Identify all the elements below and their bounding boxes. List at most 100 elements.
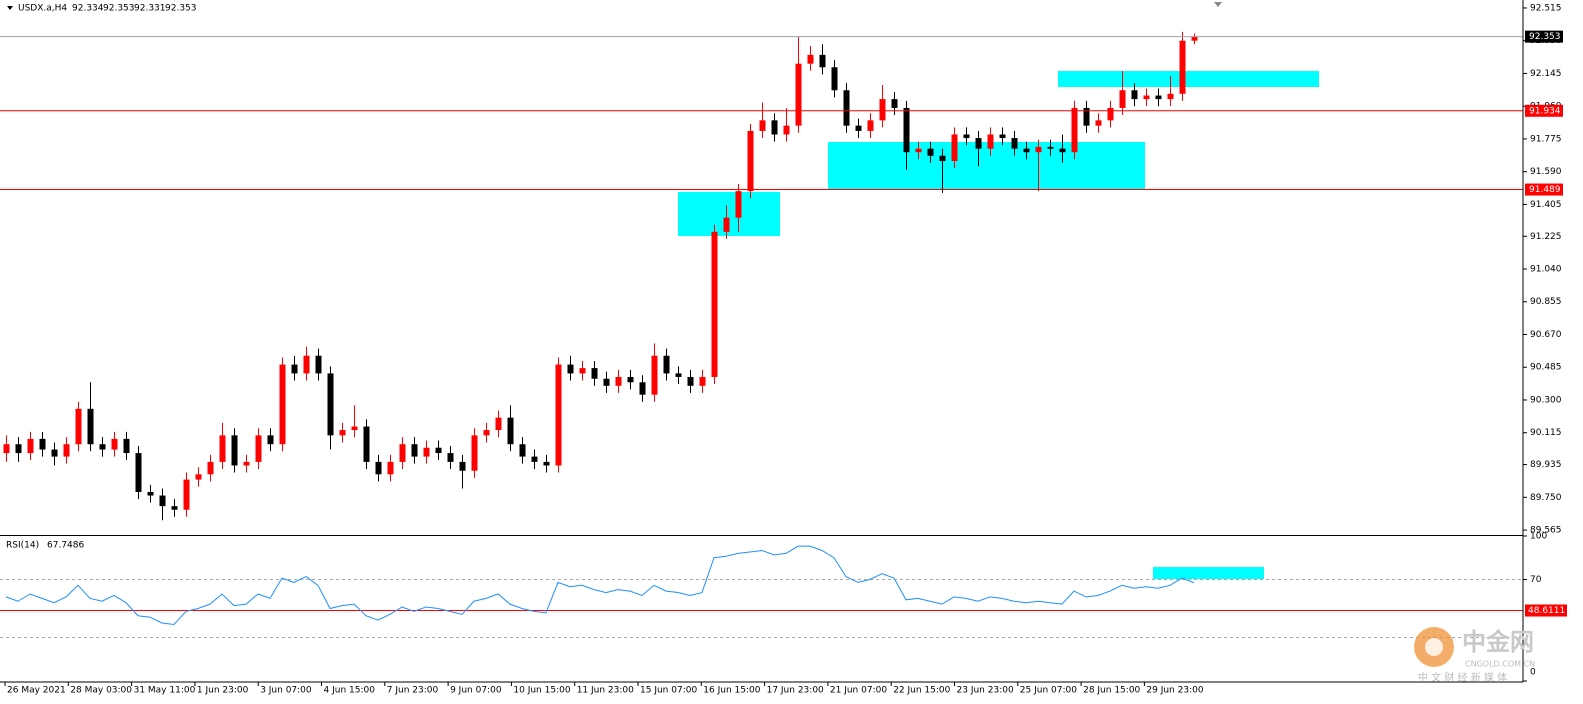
rsi-value: 67.7486 — [47, 541, 84, 551]
level-label: 48.6111 — [1528, 606, 1565, 616]
candle-body — [495, 417, 502, 431]
y-tick-label: 90.300 — [1530, 395, 1562, 405]
candle-body — [831, 67, 838, 91]
candle-body — [1095, 120, 1102, 126]
candle-body — [723, 217, 730, 232]
candle-body — [387, 461, 394, 475]
candle-body — [579, 368, 586, 374]
y-tick-label: 92.515 — [1530, 3, 1562, 13]
header-value: 92.334 — [72, 4, 104, 14]
candle-body — [1059, 148, 1066, 153]
candle-body — [747, 130, 754, 192]
candle-body — [219, 435, 226, 462]
candle-body — [687, 376, 694, 386]
candle-body — [675, 373, 682, 377]
candle-body — [135, 453, 142, 492]
x-tick-label: 26 May 2021 — [7, 686, 66, 696]
shift-marker — [1214, 2, 1222, 7]
y-tick-label: 90.115 — [1530, 428, 1562, 438]
rsi-title: RSI(14) — [6, 541, 39, 551]
x-tick-label: 22 Jun 15:00 — [893, 686, 950, 696]
candle-body — [663, 355, 670, 374]
candle-body — [963, 134, 970, 139]
candle-body — [627, 376, 634, 383]
candle-body — [939, 155, 946, 162]
y-tick-label: 90.670 — [1530, 330, 1562, 340]
candle-body — [279, 364, 286, 445]
logo — [1425, 638, 1443, 656]
zone — [828, 142, 1145, 190]
candle-body — [51, 449, 58, 457]
candle-body — [807, 54, 814, 64]
candle-body — [927, 148, 934, 156]
level-label-box — [1525, 183, 1563, 196]
watermark-name: 中金网 — [1462, 628, 1534, 656]
y-tick-label: 89.935 — [1530, 460, 1562, 470]
candle-body — [1143, 95, 1150, 100]
candle-body — [3, 444, 10, 454]
candle-body — [111, 438, 118, 450]
candle-body — [87, 408, 94, 445]
candle-body — [795, 63, 802, 126]
candle-body — [351, 426, 358, 431]
candle-body — [327, 373, 334, 436]
symbol: USDX.a,H4 — [18, 4, 67, 14]
y-tick-label: 89.565 — [1530, 526, 1562, 536]
candle-body — [771, 120, 778, 135]
candle-body — [1119, 90, 1126, 108]
candle-body — [243, 461, 250, 466]
candle-body — [759, 120, 766, 131]
candle-body — [15, 444, 22, 454]
candle-body — [159, 495, 166, 507]
x-tick-label: 21 Jun 07:00 — [830, 686, 887, 696]
y-tick-label: 91.775 — [1530, 134, 1562, 144]
candle-body — [507, 417, 514, 445]
level-label-box — [1525, 604, 1567, 617]
candle-body — [123, 438, 130, 454]
zone — [1058, 71, 1319, 87]
candle-body — [699, 376, 706, 386]
candle-body — [603, 378, 610, 386]
x-tick-label: 4 Jun 15:00 — [324, 686, 376, 696]
rsi-line — [5, 545, 1195, 625]
candle-body — [411, 444, 418, 457]
candle-body — [999, 134, 1006, 139]
x-tick-label: 15 Jun 07:00 — [640, 686, 697, 696]
x-tick-label: 23 Jun 23:00 — [957, 686, 1014, 696]
candle-body — [711, 231, 718, 377]
candle-body — [543, 461, 550, 466]
candle-body — [147, 491, 154, 496]
candle-body — [1167, 93, 1174, 100]
candle-body — [303, 355, 310, 374]
candle-body — [735, 191, 742, 218]
candle-body — [291, 364, 298, 374]
x-tick-label: 31 May 11:00 — [134, 686, 196, 696]
x-tick-label: 25 Jun 07:00 — [1020, 686, 1077, 696]
rsi-panel — [0, 545, 1523, 638]
candle-body — [1083, 107, 1090, 126]
candle-body — [1047, 146, 1054, 149]
candle-body — [315, 355, 322, 374]
candle-body — [1179, 40, 1186, 94]
x-tick-label: 28 Jun 15:00 — [1083, 686, 1140, 696]
y-tick-label: 90.855 — [1530, 297, 1562, 307]
candle-body — [891, 99, 898, 108]
watermark-site: CNGOLD.COM.CN — [1465, 660, 1535, 669]
candle-body — [555, 364, 562, 466]
candle-body — [435, 447, 442, 454]
x-tick-label: 1 Jun 23:00 — [197, 686, 249, 696]
y-tick-label: 70 — [1530, 575, 1542, 585]
candle-body — [915, 148, 922, 153]
candle-body — [75, 408, 82, 445]
candle-body — [363, 426, 370, 462]
candle-body — [447, 453, 454, 462]
candle-body — [171, 506, 178, 510]
y-tick-label: 100 — [1530, 532, 1547, 542]
header-value: 92.353 — [165, 4, 197, 14]
candle-body — [267, 435, 274, 445]
price-label-box — [1525, 30, 1563, 43]
candle-body — [375, 461, 382, 475]
candle-body — [207, 461, 214, 475]
